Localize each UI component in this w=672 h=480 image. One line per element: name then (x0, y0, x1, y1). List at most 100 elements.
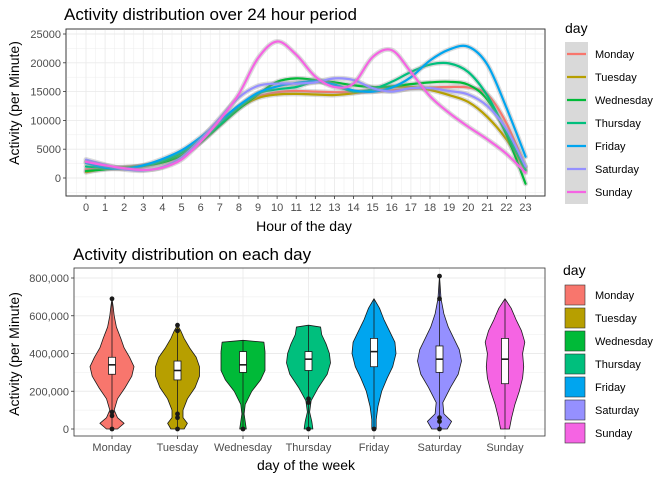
legend-label-sunday: Sunday (595, 428, 633, 440)
outlier-point (306, 426, 311, 432)
chart2-x-axis-label: day of the week (257, 457, 356, 473)
outlier-point (240, 426, 246, 432)
outlier-point (109, 413, 115, 419)
chart1-panel (65, 28, 546, 197)
box-monday (108, 356, 116, 375)
y-tick-label: 200,000 (29, 386, 69, 398)
outlier-point (437, 273, 442, 279)
legend-key-wednesday (564, 330, 586, 352)
x-tick-label: 20 (462, 202, 474, 214)
legend-label-thursday: Thursday (595, 118, 641, 130)
legend-label-saturday: Saturday (595, 405, 640, 417)
legend-key-monday (564, 284, 586, 306)
box-friday (370, 337, 378, 368)
legend-key-sunday (564, 422, 586, 444)
legend-label-saturday: Saturday (595, 164, 640, 176)
legend-label-friday: Friday (595, 141, 626, 153)
legend-label-monday: Monday (595, 49, 635, 61)
chart2-panel-border (73, 267, 546, 437)
outlier-point (175, 411, 180, 417)
x-tick-label: 15 (367, 202, 379, 214)
x-tick-label: 14 (347, 202, 359, 214)
y-tick-label: 800,000 (29, 273, 69, 285)
box-sunday (501, 337, 509, 385)
chart1-x-axis-label: Hour of the day (256, 218, 352, 234)
x-tick-label: 11 (291, 202, 302, 214)
outlier-point (109, 426, 115, 432)
x-tick-label: 22 (500, 202, 512, 214)
x-tick-label: Saturday (417, 442, 462, 454)
x-tick-label: 6 (198, 202, 204, 214)
outlier-point (175, 328, 180, 334)
outlier-point (437, 419, 442, 424)
chart2-y-axis-label: Activity (per Minute) (6, 292, 22, 416)
series-line-sunday (84, 40, 527, 174)
y-tick-label: 400,000 (29, 349, 69, 361)
x-tick-label: 0 (83, 202, 89, 214)
box-thursday (304, 351, 313, 371)
legend-key-tuesday (564, 307, 586, 329)
chart2-y-ticks: 0 200,000 400,000 600,000 800,000 (29, 273, 74, 436)
outlier-point (175, 426, 180, 432)
y-tick-label: 0 (63, 424, 69, 436)
x-tick-label: 4 (159, 202, 165, 214)
x-tick-label: Monday (92, 442, 132, 454)
x-tick-label: 21 (481, 202, 493, 214)
y-tick-label: 10000 (30, 115, 61, 127)
chart1-legend-title: day (565, 20, 588, 36)
legend-label-tuesday: Tuesday (595, 72, 637, 84)
legend-key-thursday (564, 353, 586, 375)
legend-key-friday (564, 376, 586, 398)
x-tick-label: 9 (255, 202, 261, 214)
x-tick-label: 5 (178, 202, 184, 214)
outlier-point (437, 426, 442, 432)
outlier-point (306, 396, 311, 402)
chart2-violins (89, 273, 526, 432)
chart2-title: Activity distribution on each day (73, 245, 312, 264)
x-tick-label: 10 (271, 202, 283, 214)
chart1-title: Activity distribution over 24 hour perio… (64, 5, 357, 24)
y-tick-label: 5000 (37, 144, 61, 156)
outlier-point (175, 415, 180, 421)
outlier-point (437, 415, 442, 421)
x-tick-label: 2 (121, 202, 127, 214)
x-tick-label: Friday (359, 442, 390, 454)
x-tick-label: Thursday (286, 442, 332, 454)
x-tick-label: 16 (386, 202, 398, 214)
y-tick-label: 20000 (30, 58, 61, 70)
outlier-point (306, 400, 311, 405)
chart1-legend: day Monday Tuesday Wednesday Thursday Friday… (565, 20, 653, 204)
outlier-point (437, 296, 442, 302)
chart1-x-ticks: 0 1 2 3 4 5 6 7 8 9 10 11 12 13 14 15 16 17 18 19 20 21 22 23 (83, 196, 532, 214)
x-tick-label: 17 (405, 202, 417, 214)
x-tick-label: Sunday (486, 442, 524, 454)
chart2-legend: day Monday Tuesday Wednesday Thursday Friday… (563, 262, 653, 444)
legend-label-tuesday: Tuesday (595, 313, 637, 325)
outlier-point (175, 322, 180, 328)
chart2-x-ticks: Monday Tuesday Wednesday Thursday Friday Satu… (92, 436, 524, 454)
x-tick-label: 12 (309, 202, 321, 214)
legend-label-friday: Friday (595, 382, 626, 394)
chart1-series (83, 38, 529, 187)
outlier-point (109, 296, 115, 302)
legend-label-wednesday: Wednesday (595, 95, 653, 107)
chart1-y-ticks: 0 5000 10000 15000 20000 25000 (30, 29, 66, 185)
violin-chart: Activity distribution on each day Monday… (6, 245, 653, 473)
chart2-legend-title: day (563, 262, 586, 278)
series-line-wednesday (84, 77, 527, 185)
legend-label-sunday: Sunday (595, 187, 633, 199)
x-tick-label: 19 (443, 202, 455, 214)
series-line-friday (84, 44, 527, 170)
chart1-y-axis-label: Activity (per Minute) (6, 41, 22, 165)
y-tick-label: 0 (55, 173, 61, 185)
chart1-panel-border (65, 28, 546, 197)
y-tick-label: 15000 (30, 87, 61, 99)
y-tick-label: 600,000 (29, 311, 69, 323)
y-tick-label: 25000 (30, 29, 61, 41)
legend-key-saturday (564, 399, 586, 421)
x-tick-label: Tuesday (157, 442, 199, 454)
x-tick-label: 3 (140, 202, 146, 214)
x-tick-label: 7 (217, 202, 223, 214)
x-tick-label: 18 (424, 202, 436, 214)
